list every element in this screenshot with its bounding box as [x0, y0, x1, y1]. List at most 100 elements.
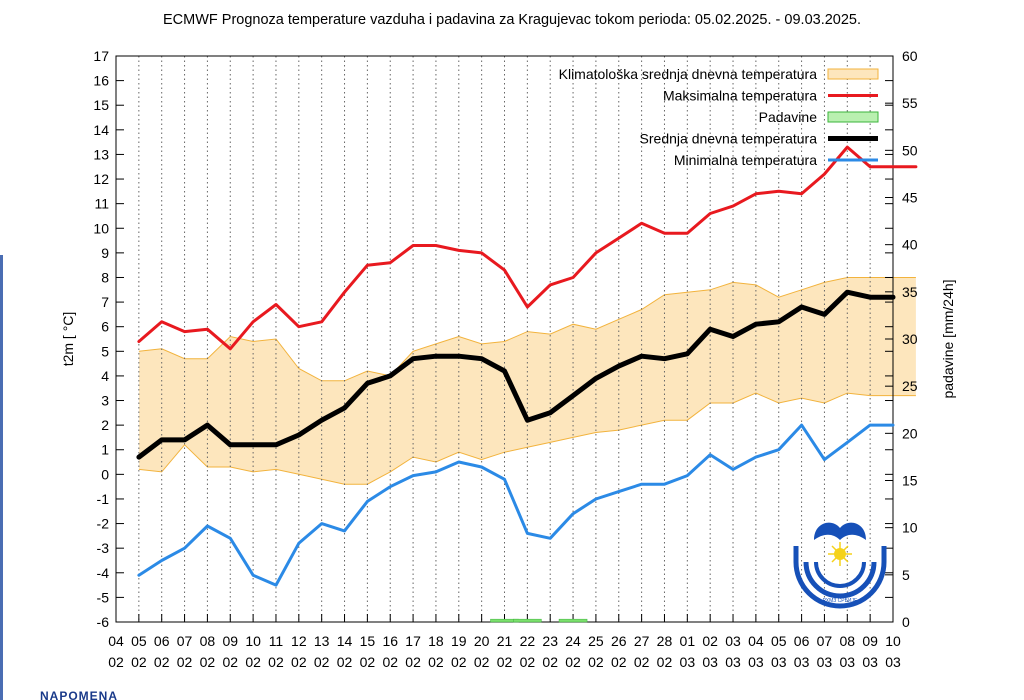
x-tick-label-month: 03 — [771, 654, 787, 670]
y-tick-label: 5 — [101, 343, 109, 359]
x-tick-label-month: 03 — [748, 654, 764, 670]
x-tick-label-month: 03 — [794, 654, 810, 670]
legend-label: Maksimalna temperatura — [663, 88, 817, 104]
x-tick-label-month: 02 — [268, 654, 284, 670]
x-tick-label-day: 01 — [680, 633, 696, 649]
x-tick-label-month: 02 — [657, 654, 673, 670]
x-tick-label-day: 19 — [451, 633, 467, 649]
logo-sun-rays — [828, 542, 852, 566]
series-min-temperature — [137, 423, 895, 587]
y2-tick-label: 15 — [902, 473, 918, 489]
x-tick-label-day: 21 — [497, 633, 513, 649]
x-tick-label-month: 02 — [520, 654, 536, 670]
y-tick-label: -2 — [97, 516, 110, 532]
climatology-band-lower — [138, 392, 916, 485]
x-tick-label-month: 02 — [337, 654, 353, 670]
x-tick-label-month: 03 — [680, 654, 696, 670]
x-tick-label-month: 02 — [200, 654, 216, 670]
logo-arc-outer — [793, 561, 887, 609]
x-tick-label-month: 02 — [382, 654, 398, 670]
x-tick-label-day: 03 — [725, 633, 741, 649]
legend-label: Minimalna temperatura — [674, 152, 817, 168]
logo-caption: РХМЗ СРБИЈЕ — [823, 598, 858, 604]
precipitation-bar — [513, 618, 542, 623]
x-tick-label-month: 02 — [222, 654, 238, 670]
x-tick-label-day: 11 — [269, 633, 284, 649]
x-tick-label-day: 18 — [428, 633, 444, 649]
y2-axis-label: padavine [mm/24h] — [940, 279, 956, 398]
y-tick-label: 2 — [101, 417, 109, 433]
y-tick-label: 10 — [93, 220, 109, 236]
x-tick-label-month: 02 — [497, 654, 513, 670]
y2-tick-label: 35 — [902, 284, 918, 300]
y-tick-label: 3 — [101, 393, 109, 409]
x-tick-label-month: 02 — [314, 654, 330, 670]
chart-title: ECMWF Prognoza temperature vazduha i pad… — [163, 12, 861, 28]
x-tick-label-day: 05 — [771, 633, 787, 649]
x-tick-label-day: 13 — [314, 633, 330, 649]
y-tick-label: 4 — [101, 368, 109, 384]
y-tick-label: -1 — [97, 491, 110, 507]
x-tick-label-day: 04 — [748, 633, 764, 649]
x-tick-label-month: 02 — [634, 654, 650, 670]
x-tick-label-day: 08 — [200, 633, 216, 649]
footer-note: NAPOMENA — [40, 690, 119, 700]
precipitation-bar — [558, 618, 588, 623]
y-tick-label: -3 — [97, 540, 110, 556]
x-tick-label-month: 03 — [885, 654, 901, 670]
y2-tick-label: 45 — [902, 190, 918, 206]
logo-cloud — [814, 522, 866, 540]
x-tick-label-day: 24 — [565, 633, 581, 649]
y2-tick-label: 50 — [902, 142, 918, 158]
x-tick-label-month: 02 — [451, 654, 467, 670]
x-tick-label-day: 25 — [588, 633, 604, 649]
y-tick-label: 14 — [93, 122, 109, 138]
x-tick-label-day: 15 — [360, 633, 376, 649]
legend-label: Klimatološka srednja dnevna temperatura — [559, 66, 818, 82]
x-tick-label-month: 03 — [817, 654, 833, 670]
x-tick-label-month: 03 — [702, 654, 718, 670]
x-tick-label-month: 02 — [474, 654, 490, 670]
y-tick-label: 16 — [93, 73, 109, 89]
x-tick-label-day: 20 — [474, 633, 490, 649]
x-tick-label-month: 02 — [131, 654, 147, 670]
x-tick-label-day: 14 — [337, 633, 353, 649]
legend-swatch — [827, 111, 879, 123]
y2-tick-label: 55 — [902, 95, 918, 111]
x-tick-label-month: 02 — [245, 654, 261, 670]
x-tick-label-month: 02 — [177, 654, 193, 670]
y-tick-label: 12 — [93, 171, 109, 187]
x-tick-label-month: 02 — [565, 654, 581, 670]
logo-arc-inner — [814, 561, 866, 588]
series-max-temperature — [137, 145, 918, 351]
series-mean-temperature — [136, 289, 896, 460]
x-tick-label-month: 02 — [542, 654, 558, 670]
y-tick-label: 7 — [101, 294, 109, 310]
x-tick-label-month: 02 — [405, 654, 421, 670]
x-tick-label-day: 26 — [611, 633, 627, 649]
x-tick-label-day: 09 — [222, 633, 238, 649]
y2-tick-label: 40 — [902, 237, 918, 253]
y-tick-label: 15 — [93, 97, 109, 113]
x-axis: 04 02 05 02 06 02 07 02 08 02 09 02 10 02 11 02 12 02 13 02… — [108, 614, 901, 670]
y-axis-label: t2m [ °C] — [60, 312, 76, 367]
x-tick-label-day: 27 — [634, 633, 650, 649]
x-tick-label-month: 02 — [360, 654, 376, 670]
y2-tick-label: 0 — [902, 614, 910, 630]
y-tick-label: 9 — [101, 245, 109, 261]
x-tick-label-day: 16 — [382, 633, 398, 649]
x-tick-label-month: 03 — [725, 654, 741, 670]
y2-tick-label: 5 — [902, 567, 910, 583]
y-tick-label: 1 — [101, 442, 109, 458]
series-layer — [136, 145, 918, 623]
x-tick-label-day: 05 — [131, 633, 147, 649]
x-tick-label-month: 02 — [588, 654, 604, 670]
x-tick-label-day: 10 — [885, 633, 901, 649]
y-tick-label: -6 — [97, 614, 110, 630]
page-edge-line — [0, 255, 3, 700]
x-tick-label-day: 07 — [177, 633, 193, 649]
x-tick-label-day: 04 — [108, 633, 124, 649]
y-tick-label: 13 — [93, 146, 109, 162]
x-tick-label-day: 06 — [154, 633, 170, 649]
